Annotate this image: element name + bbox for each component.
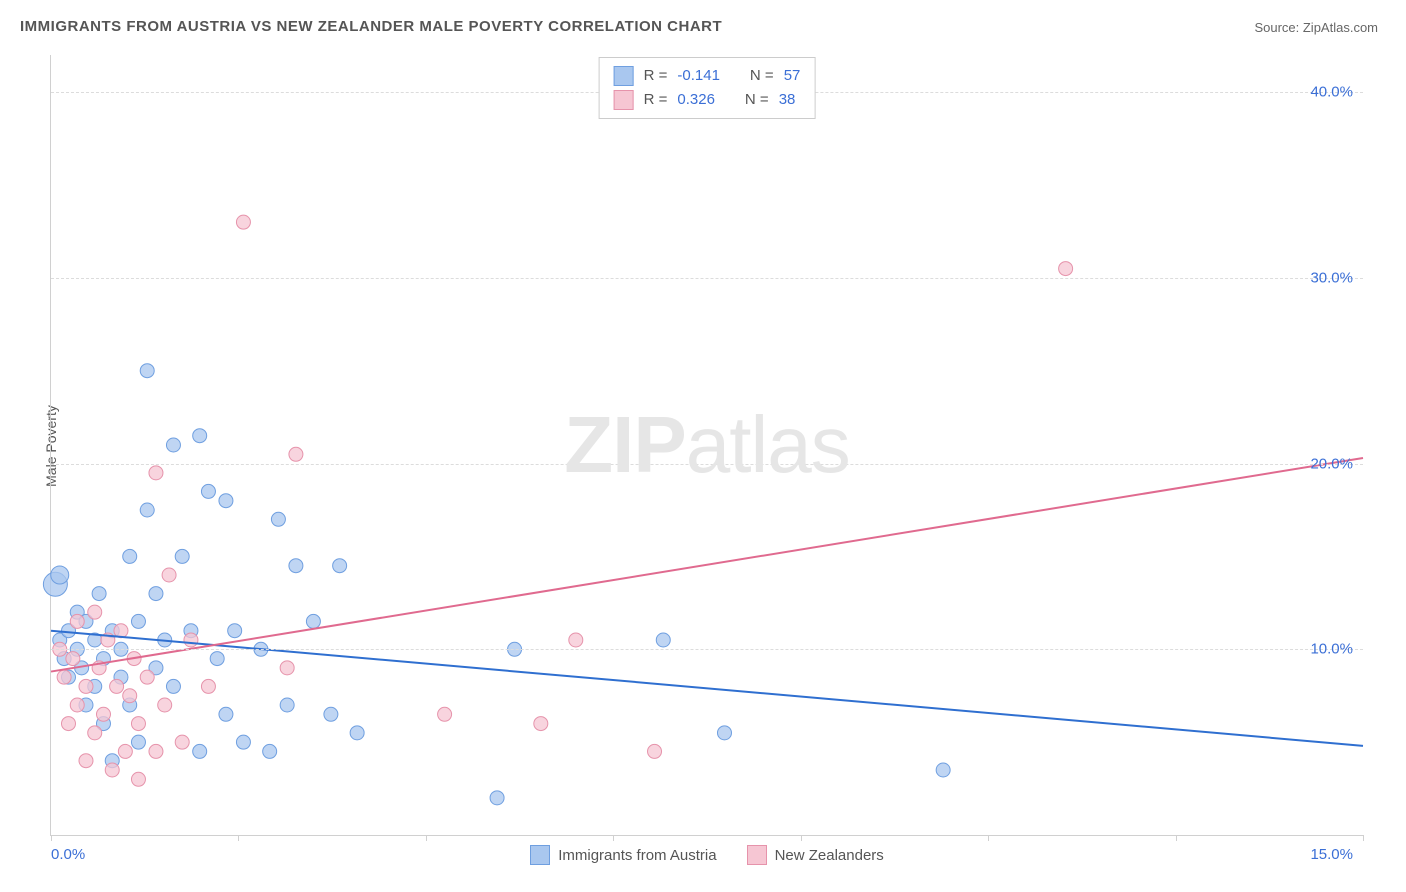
data-point-nz xyxy=(61,717,75,731)
data-point-austria xyxy=(306,614,320,628)
data-point-austria xyxy=(166,438,180,452)
data-point-nz xyxy=(280,661,294,675)
data-point-nz xyxy=(70,698,84,712)
data-point-nz xyxy=(66,652,80,666)
data-point-nz xyxy=(79,754,93,768)
legend-item-nz: New Zealanders xyxy=(747,845,884,865)
data-point-austria xyxy=(656,633,670,647)
stats-row-austria: R = -0.141 N = 57 xyxy=(614,64,801,88)
data-point-austria xyxy=(219,707,233,721)
data-point-austria xyxy=(717,726,731,740)
data-point-austria xyxy=(92,587,106,601)
data-point-nz xyxy=(175,735,189,749)
data-point-austria xyxy=(131,735,145,749)
data-point-austria xyxy=(166,679,180,693)
data-point-nz xyxy=(131,772,145,786)
data-point-nz xyxy=(236,215,250,229)
data-point-austria xyxy=(271,512,285,526)
swatch-nz-icon xyxy=(747,845,767,865)
swatch-austria xyxy=(614,66,634,86)
data-point-austria xyxy=(140,503,154,517)
legend-label-nz: New Zealanders xyxy=(775,847,884,864)
data-point-austria xyxy=(131,614,145,628)
stats-row-nz: R = 0.326 N = 38 xyxy=(614,88,801,112)
data-point-austria xyxy=(350,726,364,740)
data-point-austria xyxy=(149,587,163,601)
chart-title: IMMIGRANTS FROM AUSTRIA VS NEW ZEALANDER… xyxy=(20,18,722,35)
trend-line-austria xyxy=(51,631,1363,746)
data-point-austria xyxy=(263,744,277,758)
data-point-austria xyxy=(324,707,338,721)
data-point-nz xyxy=(162,568,176,582)
x-tick-label: 15.0% xyxy=(1310,846,1353,863)
data-point-austria xyxy=(193,429,207,443)
data-point-austria xyxy=(936,763,950,777)
y-tick-label: 10.0% xyxy=(1310,641,1353,658)
data-point-nz xyxy=(648,744,662,758)
data-point-austria xyxy=(333,559,347,573)
data-point-austria xyxy=(140,364,154,378)
data-point-austria xyxy=(280,698,294,712)
data-point-nz xyxy=(1059,262,1073,276)
data-point-nz xyxy=(110,679,124,693)
legend-label-austria: Immigrants from Austria xyxy=(558,847,716,864)
x-tick-label: 0.0% xyxy=(51,846,85,863)
chart-svg xyxy=(51,55,1363,835)
data-point-austria xyxy=(51,566,69,584)
source-attribution: Source: ZipAtlas.com xyxy=(1254,20,1378,35)
data-point-austria xyxy=(490,791,504,805)
data-point-nz xyxy=(123,689,137,703)
data-point-nz xyxy=(88,605,102,619)
data-point-nz xyxy=(70,614,84,628)
data-point-austria xyxy=(236,735,250,749)
data-point-nz xyxy=(158,698,172,712)
data-point-nz xyxy=(534,717,548,731)
data-point-austria xyxy=(193,744,207,758)
data-point-nz xyxy=(105,763,119,777)
swatch-austria-icon xyxy=(530,845,550,865)
data-point-nz xyxy=(118,744,132,758)
data-point-nz xyxy=(131,717,145,731)
y-tick-label: 30.0% xyxy=(1310,269,1353,286)
data-point-nz xyxy=(289,447,303,461)
data-point-austria xyxy=(219,494,233,508)
plot-area: ZIPatlas R = -0.141 N = 57 R = 0.326 N =… xyxy=(50,55,1363,836)
data-point-nz xyxy=(438,707,452,721)
data-point-nz xyxy=(57,670,71,684)
legend-item-austria: Immigrants from Austria xyxy=(530,845,716,865)
data-point-austria xyxy=(201,484,215,498)
swatch-nz xyxy=(614,90,634,110)
data-point-nz xyxy=(569,633,583,647)
footer-legend: Immigrants from Austria New Zealanders xyxy=(51,845,1363,865)
data-point-austria xyxy=(228,624,242,638)
data-point-nz xyxy=(201,679,215,693)
trend-line-nz xyxy=(51,458,1363,672)
data-point-austria xyxy=(289,559,303,573)
data-point-nz xyxy=(149,744,163,758)
data-point-nz xyxy=(79,679,93,693)
data-point-nz xyxy=(140,670,154,684)
data-point-austria xyxy=(123,549,137,563)
data-point-nz xyxy=(184,633,198,647)
stats-legend: R = -0.141 N = 57 R = 0.326 N = 38 xyxy=(599,57,816,119)
data-point-austria xyxy=(210,652,224,666)
data-point-nz xyxy=(88,726,102,740)
y-tick-label: 40.0% xyxy=(1310,84,1353,101)
data-point-nz xyxy=(96,707,110,721)
y-tick-label: 20.0% xyxy=(1310,455,1353,472)
data-point-nz xyxy=(149,466,163,480)
data-point-austria xyxy=(175,549,189,563)
